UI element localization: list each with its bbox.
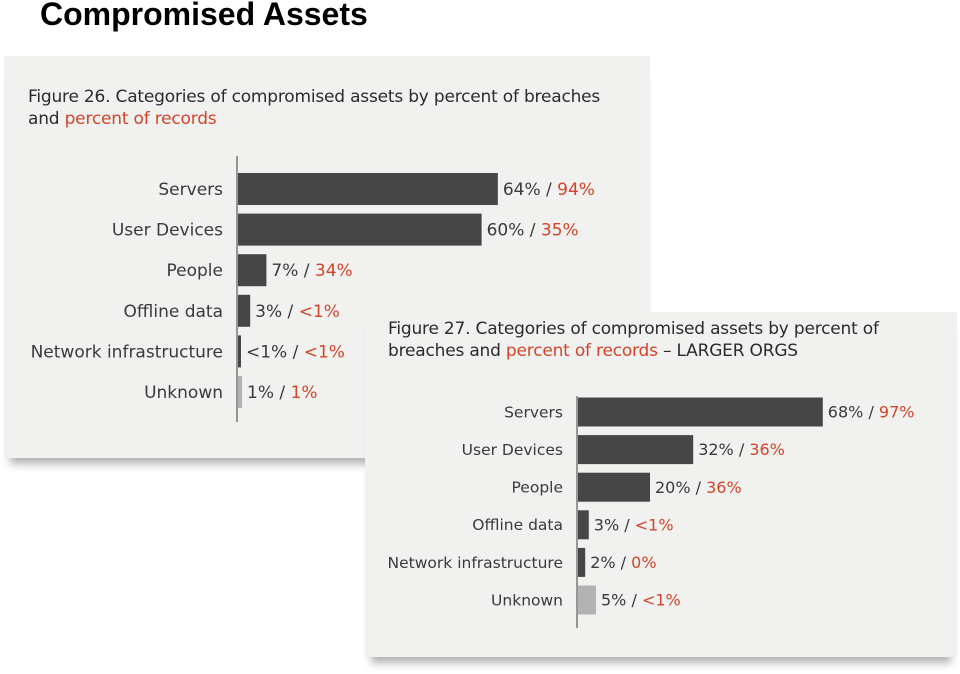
figure-27-title: Figure 27. Categories of compromised ass… [388, 318, 948, 362]
figure-26-title: Figure 26. Categories of compromised ass… [28, 86, 628, 130]
category-label: User Devices [112, 221, 223, 241]
data-label: 2% / 0% [590, 553, 656, 572]
data-label: 68% / 97% [828, 403, 915, 422]
records-value: <1% [642, 591, 681, 610]
records-value: <1% [304, 342, 345, 362]
breaches-value: 2% / [590, 553, 631, 572]
category-label: Network infrastructure [388, 554, 563, 572]
category-label: Offline data [124, 302, 223, 322]
records-value: 35% [541, 221, 579, 241]
category-label: User Devices [462, 441, 563, 459]
bar [578, 585, 596, 615]
records-value: 36% [749, 440, 785, 459]
bar [238, 213, 482, 246]
breaches-value: 7% / [271, 261, 315, 281]
breaches-value: 20% / [655, 478, 706, 497]
breaches-value: <1% / [246, 342, 304, 362]
records-value: 0% [631, 553, 656, 572]
records-value: 34% [315, 261, 353, 281]
figure-27-panel: Figure 27. Categories of compromised ass… [365, 312, 957, 657]
category-label: Unknown [144, 383, 223, 403]
records-value: 97% [879, 403, 915, 422]
category-label: Unknown [491, 591, 563, 609]
data-label: 32% / 36% [698, 440, 785, 459]
bar [578, 472, 650, 502]
bar [238, 376, 243, 408]
bar [578, 435, 694, 465]
data-label: 5% / <1% [601, 591, 681, 610]
figure-26-chart: Servers 64% / 94% User Devices 60% / 35% Peo… [31, 156, 595, 422]
bar [238, 335, 241, 368]
figure-26-title-highlight: percent of records [64, 109, 217, 129]
records-value: 94% [557, 180, 595, 200]
data-label: 64% / 94% [503, 180, 595, 200]
data-label: 1% / 1% [247, 383, 318, 403]
bar [578, 397, 823, 427]
bar [238, 173, 498, 205]
bar [578, 547, 586, 577]
bar [238, 254, 267, 287]
category-label: Offline data [472, 516, 563, 534]
breaches-value: 60% / [487, 221, 541, 241]
breaches-value: 32% / [698, 440, 749, 459]
records-value: <1% [299, 302, 340, 322]
breaches-value: 3% / [255, 302, 299, 322]
bar [238, 294, 251, 327]
records-value: 1% [291, 383, 318, 403]
figure-27-title-suffix: – LARGER ORGS [657, 341, 798, 361]
figure-26-panel: Figure 26. Categories of compromised ass… [4, 56, 650, 458]
data-label: 7% / 34% [271, 261, 352, 281]
figure-27-chart: Servers 68% / 97% User Devices 32% / 36% Peo… [388, 396, 915, 628]
breaches-value: 5% / [601, 591, 642, 610]
data-label: 3% / <1% [255, 302, 340, 322]
records-value: <1% [635, 515, 674, 534]
records-value: 36% [706, 478, 742, 497]
category-label: People [512, 479, 564, 497]
breaches-value: 1% / [247, 383, 291, 403]
figure-27-title-highlight: percent of records [505, 341, 658, 361]
category-label: Servers [504, 403, 563, 421]
data-label: <1% / <1% [246, 342, 345, 362]
figure-26-title-text: Figure 26. Categories of compromised ass… [28, 87, 601, 129]
breaches-value: 64% / [503, 180, 557, 200]
page-title: Compromised Assets [40, 0, 368, 32]
bar [578, 510, 589, 540]
category-label: Network infrastructure [31, 342, 223, 362]
data-label: 60% / 35% [487, 221, 579, 241]
data-label: 20% / 36% [655, 478, 742, 497]
data-label: 3% / <1% [594, 515, 674, 534]
category-label: Servers [158, 180, 223, 200]
breaches-value: 3% / [594, 515, 635, 534]
breaches-value: 68% / [828, 403, 879, 422]
category-label: People [167, 261, 223, 281]
figure-27-title-text: Figure 27. Categories of compromised ass… [388, 319, 879, 361]
